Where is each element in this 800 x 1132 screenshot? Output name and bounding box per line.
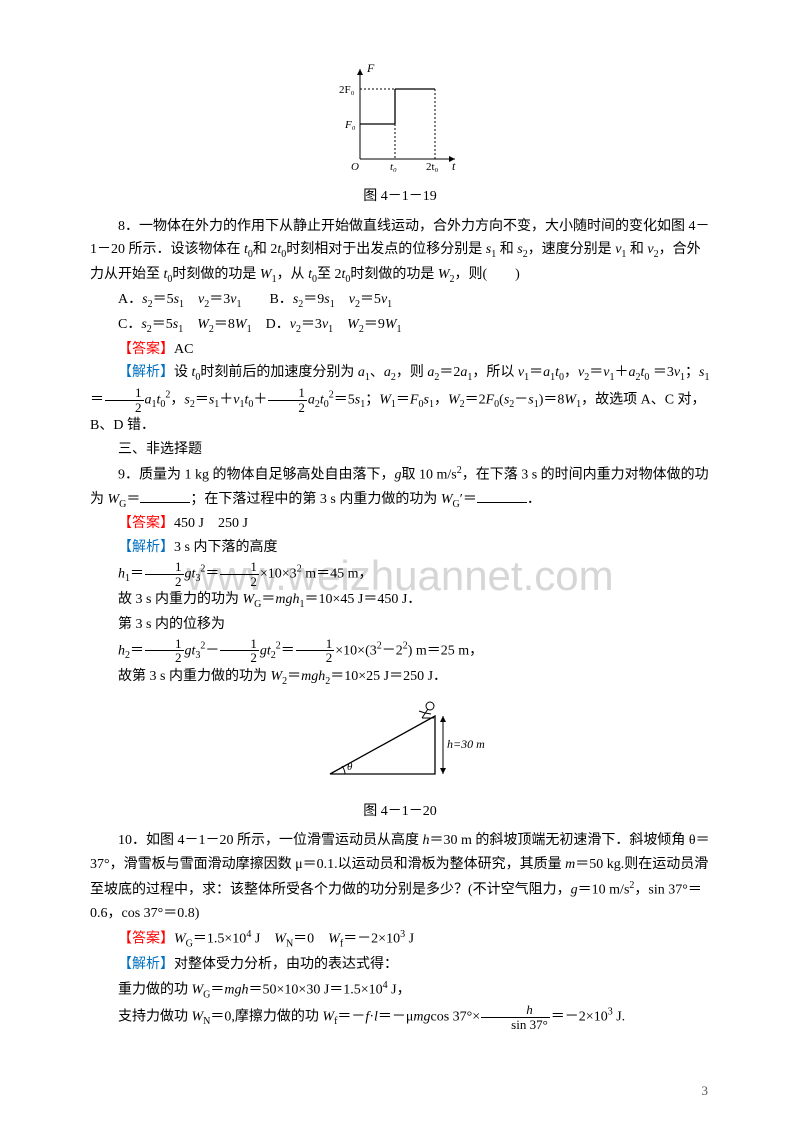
q8-answer: 【答案】AC	[90, 338, 710, 362]
page-number: 3	[702, 1080, 709, 1102]
q9-analysis-4: 第 3 s 内的位移为	[90, 613, 710, 637]
q8-option-c-d: C．s2＝5s1 W2＝8W1 D．v2＝3v1 W2＝9W1	[90, 313, 710, 338]
q10-analysis-3: 支持力做功 WN＝0,摩擦力做的功 Wf＝－f·l＝－μmgcos 37°×hs…	[90, 1003, 710, 1031]
section-3-heading: 三、非选择题	[90, 438, 710, 462]
q8-option-a-b: A．s2＝5s1 v2＝3v1 B．s2＝9s1 v2＝5v1	[90, 288, 710, 313]
q10-analysis-2: 重力做的功 WG＝mgh＝50×10×30 J＝1.5×104 J，	[90, 977, 710, 1003]
svg-text:F₀: F₀	[344, 119, 356, 131]
q10-text: 10．如图 4－1－20 所示，一位滑雪运动员从高度 h＝30 m 的斜坡顶端无…	[90, 829, 710, 926]
q9-text: 9．质量为 1 kg 的物体自足够高处自由落下，g取 10 m/s2，在下落 3…	[90, 462, 710, 512]
figure-4-1-19-caption: 图 4－1－19	[90, 185, 710, 209]
q9-analysis-3: 故 3 s 内重力的功为 WG＝mgh1＝10×45 J＝450 J．	[90, 588, 710, 613]
svg-text:h=30 m: h=30 m	[447, 737, 485, 751]
svg-text:F: F	[366, 64, 375, 75]
figure-4-1-20-caption: 图 4－1－20	[90, 800, 710, 824]
q10-analysis-1: 【解析】对整体受力分析，由功的表达式得：	[90, 953, 710, 977]
svg-text:t₀: t₀	[390, 161, 397, 173]
q8-analysis: 【解析】设 t0时刻前后的加速度分别为 a1、a2，则 a2＝2a1，所以 v1…	[90, 361, 710, 438]
figure-4-1-20: θ h=30 m	[90, 694, 710, 798]
svg-text:2t₀: 2t₀	[426, 161, 439, 173]
q10-answer: 【答案】WG＝1.5×104 J WN＝0 Wf＝－2×103 J	[90, 926, 710, 952]
svg-text:O: O	[351, 161, 359, 173]
svg-text:t: t	[452, 159, 456, 173]
q9-analysis-1: 【解析】3 s 内下落的高度	[90, 536, 710, 560]
q9-analysis-6: 故第 3 s 内重力做的功为 W2＝mgh2＝10×25 J＝250 J．	[90, 665, 710, 690]
q9-analysis-5: h2＝12gt32－12gt22＝12×10×(32－22) m＝25 m，	[90, 637, 710, 665]
q9-answer: 【答案】450 J 250 J	[90, 512, 710, 536]
svg-text:2F₀: 2F₀	[339, 84, 355, 96]
q8-text: 8．一物体在外力的作用下从静止开始做直线运动，合外力方向不变，大小随时间的变化如…	[90, 215, 710, 288]
q9-analysis-2: h1＝12gt32＝12×10×32 m＝45 m，	[90, 560, 710, 588]
figure-4-1-19: F 2F₀ F₀ O t₀ 2t₀ t	[90, 64, 710, 183]
svg-text:θ: θ	[347, 761, 353, 773]
